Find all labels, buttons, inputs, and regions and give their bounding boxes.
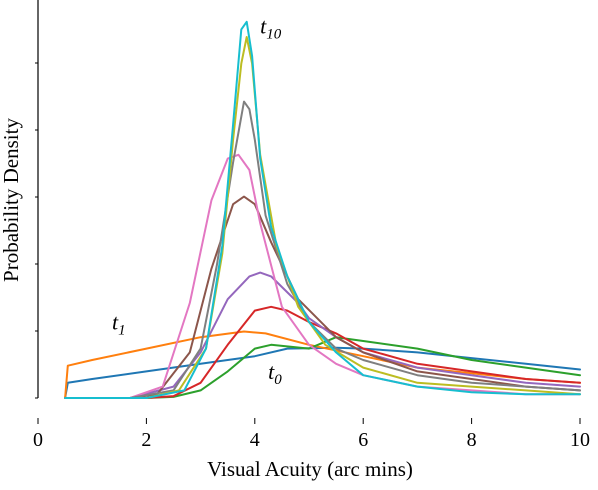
x-tick-label-2: 4 [250, 429, 260, 451]
series-line-2 [64, 336, 581, 399]
annotation-t10: t10 [260, 13, 282, 42]
series-line-1 [64, 330, 581, 399]
x-tick-label-3: 6 [358, 429, 368, 451]
annotation-subscript: 0 [274, 372, 282, 388]
annotation-base: t [112, 309, 119, 334]
y-axis-label: Probability Density [0, 118, 23, 282]
x-tick-label-0: 0 [33, 429, 43, 451]
series-line-9 [64, 20, 581, 399]
annotation-base: t [268, 359, 275, 384]
series-line-0 [64, 346, 581, 399]
plot-lines [64, 20, 581, 399]
x-tick-label-5: 10 [570, 429, 590, 451]
x-axis-label: Visual Acuity (arc mins) [207, 457, 413, 481]
annotation-base: t [260, 13, 267, 38]
x-tick-label-1: 2 [141, 429, 151, 451]
x-tick-label-4: 8 [467, 429, 477, 451]
annotation-t1: t1 [112, 309, 126, 338]
series-line-7 [64, 100, 581, 399]
annotation-t0: t0 [268, 359, 282, 388]
y-ticks [35, 62, 38, 399]
annotation-subscript: 1 [118, 322, 126, 338]
annotation-subscript: 10 [266, 26, 282, 42]
axes: 0 2 4 6 8 10 [33, 0, 590, 451]
x-ticks: 0 2 4 6 8 10 [33, 418, 590, 451]
series-line-5 [64, 195, 581, 399]
